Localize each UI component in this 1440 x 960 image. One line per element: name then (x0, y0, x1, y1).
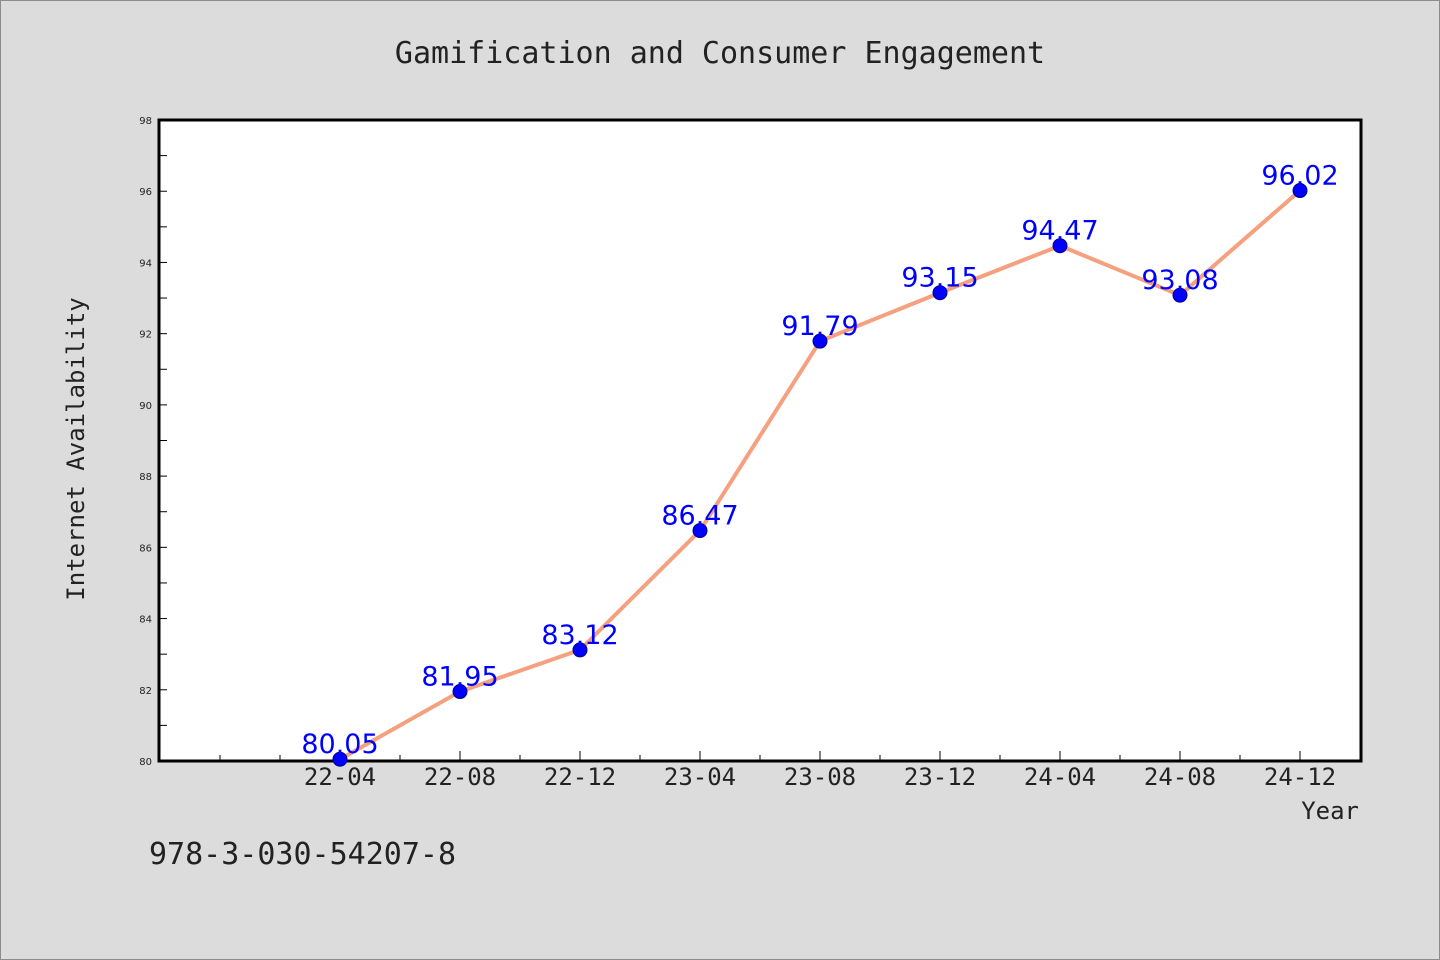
plot-area (157, 118, 1363, 763)
chart-title: Gamification and Consumer Engagement (395, 36, 1045, 71)
data-point (1292, 183, 1308, 199)
x-tick-label: 22-12 (544, 763, 616, 791)
data-point (452, 684, 468, 700)
data-label: 80.05 (301, 729, 378, 760)
data-label: 94.47 (1021, 216, 1098, 247)
x-tick-label: 22-08 (424, 763, 496, 791)
y-tick-label: 82 (139, 686, 152, 697)
x-tick-label: 24-12 (1264, 763, 1336, 791)
y-tick-label: 92 (139, 330, 152, 341)
footer-code: 978-3-030-54207-8 (149, 837, 456, 872)
x-axis: 22-04 22-08 22-12 23-04 23-08 23-12 24-04 24-08… (219, 751, 1361, 791)
y-tick-label: 96 (139, 187, 152, 198)
data-label: 86.47 (661, 501, 738, 532)
series-internet-availability: 80.05 81.95 83.12 86.47 91.79 93.15 94.47 93.08… (301, 161, 1339, 767)
data-label: 83.12 (541, 620, 618, 651)
data-point (812, 333, 828, 349)
data-point (1172, 287, 1188, 303)
data-label: 81.95 (421, 662, 498, 693)
data-point (1052, 238, 1068, 254)
y-tick-label: 86 (139, 543, 152, 554)
y-tick-label: 80 (139, 757, 152, 768)
data-point (332, 751, 348, 767)
x-tick-label: 23-08 (784, 763, 856, 791)
y-tick-label: 88 (139, 472, 152, 483)
data-point (932, 285, 948, 301)
x-tick-label: 23-12 (904, 763, 976, 791)
x-tick-label: 24-04 (1024, 763, 1096, 791)
data-point (692, 523, 708, 539)
data-label: 93.08 (1141, 265, 1218, 296)
x-tick-label: 23-04 (664, 763, 736, 791)
data-point (572, 642, 588, 658)
y-axis: 80 82 84 86 88 90 92 94 96 98 (139, 116, 167, 768)
x-tick-label: 24-08 (1144, 763, 1216, 791)
data-label: 93.15 (901, 263, 978, 294)
y-tick-label: 94 (139, 258, 152, 269)
data-label: 96.02 (1261, 161, 1338, 192)
data-label: 91.79 (781, 311, 858, 342)
x-tick-label: 22-04 (304, 763, 376, 791)
y-tick-label: 98 (139, 116, 152, 127)
y-tick-label: 84 (139, 615, 152, 626)
y-tick-label: 90 (139, 401, 152, 412)
x-axis-title: Year (1301, 797, 1359, 825)
y-axis-title: Internet Availability (62, 297, 90, 600)
